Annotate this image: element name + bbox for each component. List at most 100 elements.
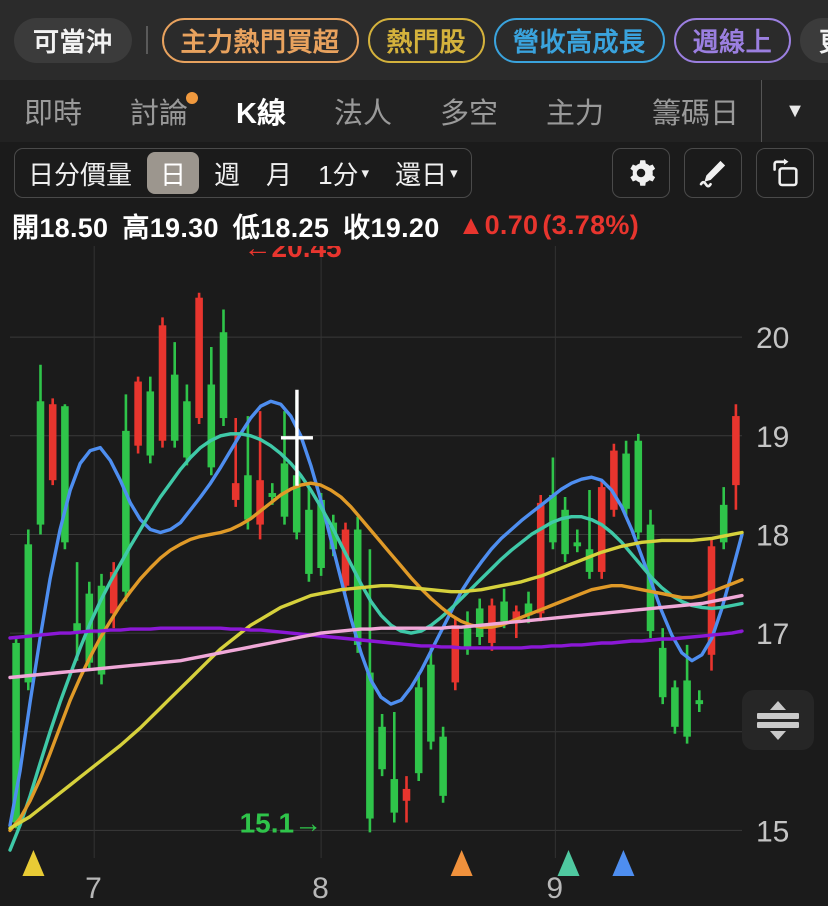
candlestick bbox=[183, 384, 191, 466]
candlestick bbox=[549, 457, 557, 550]
timeframe-option-4[interactable]: 1分 ▾ bbox=[305, 149, 382, 197]
tab-label: 主力 bbox=[546, 98, 605, 130]
timeframe-segment[interactable]: 日分價量日週月 1分 ▾ 還日 ▾ bbox=[14, 148, 472, 198]
candlestick bbox=[622, 440, 630, 517]
x-axis-tick-label: 7 bbox=[85, 872, 102, 905]
tab-4[interactable]: 多空 bbox=[416, 80, 522, 142]
timeframe-option-1[interactable]: 日 bbox=[147, 152, 200, 194]
candlestick bbox=[256, 411, 264, 540]
tab-1[interactable]: 討論 bbox=[106, 80, 212, 142]
axis-event-marker[interactable] bbox=[612, 850, 635, 876]
candlestick bbox=[610, 443, 618, 517]
vertical-scale-widget[interactable] bbox=[742, 690, 814, 750]
y-axis-tick-label: 15 bbox=[756, 815, 789, 848]
tab-6[interactable]: 籌碼日 bbox=[628, 80, 762, 142]
filter-pill-label: 更多 bbox=[819, 22, 828, 59]
candlestick bbox=[207, 347, 216, 476]
candlestick bbox=[658, 628, 667, 705]
candlestick bbox=[231, 418, 240, 507]
filter-pill-2[interactable]: 主力熱門買超 bbox=[161, 17, 359, 63]
y-axis-tick-label: 18 bbox=[756, 519, 789, 552]
tab-5[interactable]: 主力 bbox=[522, 80, 628, 142]
candlestick bbox=[597, 480, 606, 579]
close-value: 19.20 bbox=[370, 212, 440, 243]
candlestick bbox=[24, 529, 33, 691]
filter-pill-4[interactable]: 營收高成長 bbox=[494, 17, 665, 63]
candlestick bbox=[524, 591, 533, 624]
pencil-icon bbox=[699, 160, 726, 188]
candlestick bbox=[73, 562, 81, 661]
axis-event-marker[interactable] bbox=[557, 850, 580, 876]
candlestick bbox=[122, 394, 130, 602]
tab-expand-button[interactable]: ▼ bbox=[762, 80, 828, 142]
high-value: 19.30 bbox=[149, 212, 219, 243]
filter-pill-label: 可當沖 bbox=[33, 26, 113, 57]
filter-pill-5[interactable]: 週線上 bbox=[673, 17, 792, 63]
tab-label: K線 bbox=[236, 98, 286, 130]
candlestick bbox=[134, 376, 142, 454]
timeframe-label: 日分價量 bbox=[28, 159, 133, 190]
pill-divider bbox=[145, 26, 148, 54]
candlestick bbox=[573, 529, 582, 553]
candlestick bbox=[48, 398, 57, 486]
candlestick bbox=[195, 292, 203, 424]
scale-up-icon bbox=[770, 700, 786, 710]
open-group: 開18.50 bbox=[12, 206, 108, 245]
axis-event-marker[interactable] bbox=[450, 850, 473, 876]
low-value: 18.25 bbox=[260, 212, 330, 243]
tab-0[interactable]: 即時 bbox=[0, 80, 106, 142]
settings-button[interactable] bbox=[612, 148, 670, 198]
moving-average-line bbox=[8, 530, 744, 831]
candlestick bbox=[305, 487, 313, 582]
filter-pill-bar: 可當沖 主力熱門買超 熱門股 營收高成長 週線上更多› bbox=[0, 0, 828, 80]
candlestick bbox=[475, 598, 484, 645]
axis-event-marker[interactable] bbox=[22, 850, 45, 876]
y-axis-tick-label: 20 bbox=[756, 322, 789, 355]
filter-pill-0[interactable]: 可當沖 bbox=[14, 17, 132, 63]
filter-pill-3[interactable]: 熱門股 bbox=[367, 17, 486, 63]
candlestick bbox=[561, 496, 569, 563]
draw-tools-button[interactable] bbox=[684, 148, 742, 198]
y-axis-tick-label: 19 bbox=[756, 421, 789, 454]
rotate-screen-button[interactable] bbox=[756, 148, 814, 198]
candlestick bbox=[536, 494, 545, 622]
moving-average-line bbox=[8, 432, 744, 852]
tab-label: 即時 bbox=[24, 98, 83, 130]
candlestick bbox=[146, 376, 155, 464]
timeframe-option-2[interactable]: 週 bbox=[201, 149, 253, 197]
high-group: 高19.30 bbox=[122, 206, 218, 245]
tab-list[interactable]: 即時 討論 K線 法人 多空 主力 籌碼日 bbox=[0, 80, 762, 142]
tab-2[interactable]: K線 bbox=[212, 80, 310, 142]
open-value: 18.50 bbox=[39, 212, 109, 243]
timeframe-option-0[interactable]: 日分價量 bbox=[15, 149, 145, 197]
tab-label: 多空 bbox=[440, 98, 499, 130]
candlestick bbox=[427, 647, 435, 750]
crosshair-cursor[interactable] bbox=[280, 389, 313, 486]
candlestick bbox=[341, 522, 350, 592]
filter-pill-label: 熱門股 bbox=[386, 26, 467, 57]
candlestick bbox=[585, 490, 594, 579]
candlestick bbox=[671, 680, 679, 734]
candlestick bbox=[36, 364, 45, 535]
candlestick bbox=[732, 404, 740, 510]
candlestick bbox=[158, 317, 167, 448]
timeframe-option-3[interactable]: 月 bbox=[253, 149, 305, 197]
candlestick bbox=[695, 690, 704, 713]
candlestick bbox=[634, 433, 643, 540]
timeframe-label: 1分 bbox=[318, 159, 359, 190]
candlestick bbox=[402, 776, 411, 823]
rotate-screen-icon bbox=[773, 158, 798, 187]
candlestick bbox=[439, 726, 447, 803]
section-tab-bar: 即時 討論 K線 法人 多空 主力 籌碼日 ▼ bbox=[0, 80, 828, 142]
scale-bar-bottom bbox=[757, 721, 799, 728]
timeframe-label: 日 bbox=[160, 159, 187, 190]
filter-pill-label: 主力熱門買超 bbox=[180, 26, 340, 57]
timeframe-option-5[interactable]: 還日 ▾ bbox=[382, 149, 471, 197]
ohlc-quote-line: 開18.50 高19.30 低18.25 收19.20 ▲0.70 (3.78%… bbox=[0, 204, 828, 246]
close-group: 收19.20 bbox=[343, 206, 439, 245]
filter-pill-6[interactable]: 更多› bbox=[800, 17, 828, 63]
tab-3[interactable]: 法人 bbox=[310, 80, 416, 142]
scale-bar-top bbox=[757, 712, 799, 719]
filter-pill-label: 營收高成長 bbox=[513, 26, 646, 57]
